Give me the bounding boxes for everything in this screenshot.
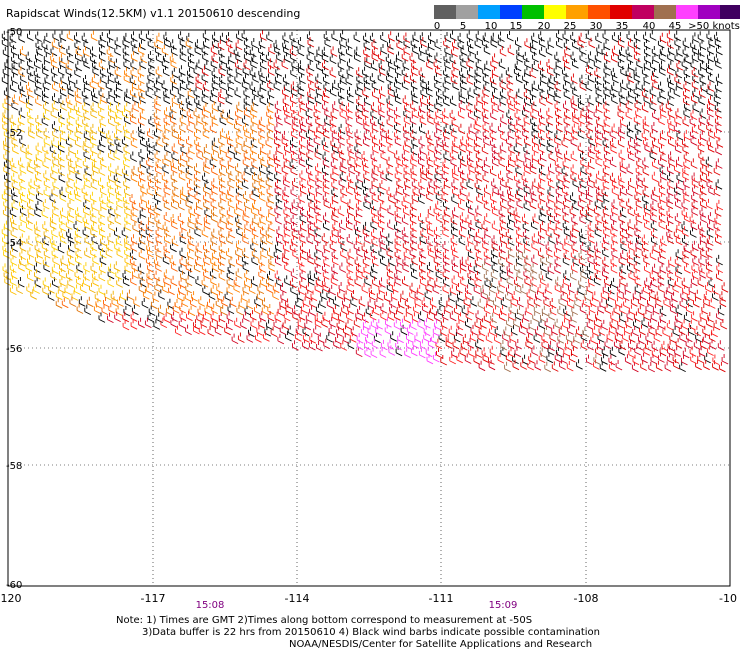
time-label: 15:08 bbox=[195, 600, 225, 611]
legend-label: 35 bbox=[615, 21, 629, 32]
lon-label: -117 bbox=[140, 592, 166, 605]
wind-barb-group bbox=[356, 317, 441, 365]
legend-label: 45 bbox=[668, 21, 682, 32]
lon-label: -114 bbox=[284, 592, 310, 605]
legend-color-bar bbox=[434, 5, 740, 19]
lon-label: -108 bbox=[573, 592, 599, 605]
wind-speed-legend: 0 5 10 15 20 25 30 35 40 45 >50 knots bbox=[433, 5, 740, 35]
legend-swatch bbox=[434, 5, 456, 19]
legend-swatch bbox=[566, 5, 588, 19]
legend-label: 20 bbox=[537, 21, 551, 32]
legend-label: 25 bbox=[563, 21, 577, 32]
legend-swatch bbox=[632, 5, 654, 19]
map-frame bbox=[7, 29, 731, 587]
lat-label: -50 bbox=[6, 27, 22, 38]
lat-label: -60 bbox=[6, 580, 22, 591]
note-line-2: 3)Data buffer is 22 hrs from 20150610 4)… bbox=[142, 627, 600, 638]
legend-swatch bbox=[720, 5, 740, 19]
lat-label: -58 bbox=[6, 461, 22, 472]
wind-barbs bbox=[1, 30, 729, 373]
legend-swatch bbox=[676, 5, 698, 19]
legend-swatch bbox=[544, 5, 566, 19]
lat-label: -56 bbox=[6, 344, 22, 355]
legend-swatch bbox=[654, 5, 676, 19]
wind-barb-map: -50 -52 -54 -56 -58 -60 bbox=[1, 27, 731, 591]
legend-swatch bbox=[698, 5, 720, 19]
time-label: 15:09 bbox=[488, 600, 518, 611]
map-grid bbox=[8, 30, 730, 586]
legend-swatch bbox=[456, 5, 478, 19]
legend-label: 15 bbox=[509, 21, 523, 32]
legend-swatch bbox=[610, 5, 632, 19]
wind-barb-group bbox=[107, 100, 729, 373]
legend-swatch bbox=[588, 5, 610, 19]
legend-swatch bbox=[500, 5, 522, 19]
latitude-labels: -50 -52 -54 -56 -58 -60 bbox=[6, 27, 22, 591]
legend-label: 0 bbox=[433, 21, 441, 32]
note-line-3: NOAA/NESDIS/Center for Satellite Applica… bbox=[289, 639, 593, 650]
map-title: Rapidscat Winds(12.5KM) v1.1 20150610 de… bbox=[6, 7, 301, 20]
wind-barb-group bbox=[122, 30, 729, 373]
legend-swatch bbox=[478, 5, 500, 19]
legend-tick-labels: 0 5 10 15 20 25 30 35 40 45 >50 knots bbox=[433, 21, 740, 33]
wind-barb-group bbox=[55, 101, 276, 316]
legend-label: 30 bbox=[589, 21, 603, 32]
legend-label: 5 bbox=[459, 21, 467, 32]
wind-barb-group bbox=[477, 247, 601, 373]
lon-label: -111 bbox=[428, 592, 454, 605]
legend-label: 40 bbox=[642, 21, 656, 32]
lon-label: -10 bbox=[719, 592, 737, 605]
note-line-1: Note: 1) Times are GMT 2)Times along bot… bbox=[116, 615, 533, 626]
legend-swatch bbox=[522, 5, 544, 19]
lat-label: -52 bbox=[6, 128, 22, 139]
legend-label: >50 knots bbox=[688, 21, 740, 32]
lon-label: -120 bbox=[0, 592, 22, 605]
wind-barb-group bbox=[1, 30, 725, 373]
legend-label: 10 bbox=[484, 21, 498, 32]
wind-barb-group bbox=[2, 100, 131, 302]
lat-label: -54 bbox=[6, 238, 22, 249]
wind-barb-group bbox=[122, 100, 724, 372]
